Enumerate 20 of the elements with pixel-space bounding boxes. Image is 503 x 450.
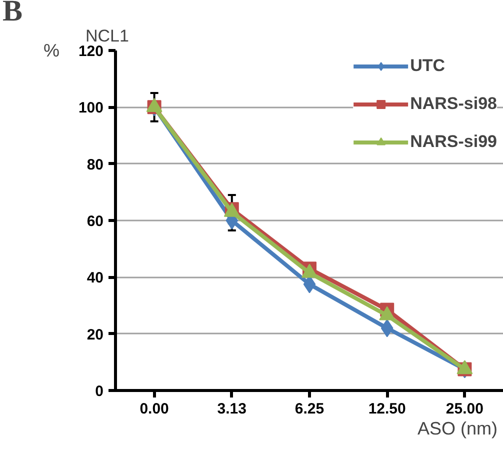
x-tick-label: 25.00 <box>446 400 484 418</box>
y-tick-label: 0 <box>95 383 104 400</box>
legend-label: UTC <box>410 56 446 76</box>
x-tick-label: 12.50 <box>368 400 406 418</box>
y-tick-label: 80 <box>86 156 104 174</box>
x-tick-label: 6.25 <box>294 400 324 418</box>
x-tick-label: 0.00 <box>140 400 169 418</box>
y-tick-label: 20 <box>86 326 104 344</box>
y-tick-label: 100 <box>78 100 104 117</box>
y-tick-label: 60 <box>86 213 104 230</box>
x-tick-label: 3.13 <box>217 400 247 418</box>
chart-title: NCL1 <box>86 26 129 46</box>
text: B <box>2 0 23 28</box>
y-tick-label: 120 <box>78 43 104 60</box>
legend-label: NARS-si99 <box>410 132 497 152</box>
y-axis-title: % <box>43 40 60 60</box>
y-tick-label: 40 <box>86 270 104 287</box>
x-axis-title: ASO (nm) <box>417 418 498 438</box>
point <box>380 319 394 338</box>
legend-label: NARS-si98 <box>410 94 497 114</box>
